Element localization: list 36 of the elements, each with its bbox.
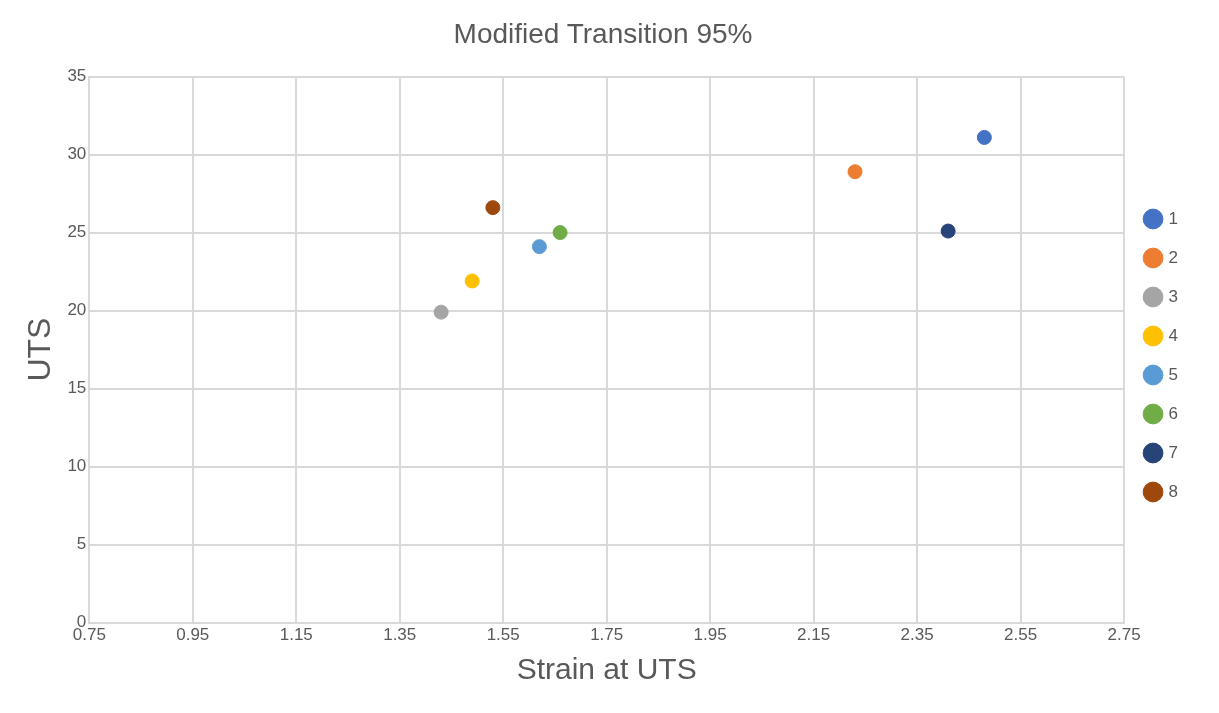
point <box>485 200 501 216</box>
legend-label: 6 <box>1168 403 1179 423</box>
legend-label: 7 <box>1168 442 1179 462</box>
legend-label: 1 <box>1168 208 1179 228</box>
legend-label: 2 <box>1168 247 1179 267</box>
legend-label: 5 <box>1168 364 1179 384</box>
legend-label: 8 <box>1168 481 1179 501</box>
y-tick-label: 30 <box>67 144 87 164</box>
y-tick-label: 20 <box>67 300 87 320</box>
x-tick-label: 1.35 <box>383 625 417 645</box>
point <box>847 164 863 180</box>
point <box>531 239 547 255</box>
point <box>433 304 449 320</box>
legend-label: 3 <box>1168 286 1179 306</box>
y-tick-label: 15 <box>67 378 87 398</box>
x-tick-label: 2.15 <box>797 625 831 645</box>
y-tick-label: 25 <box>67 222 87 242</box>
chart-title: Modified Transition 95% <box>453 17 753 49</box>
point <box>464 273 480 289</box>
x-tick-label: 1.15 <box>279 625 313 645</box>
x-tick-label: 2.75 <box>1107 625 1141 645</box>
x-tick-label: 1.95 <box>693 625 727 645</box>
x-tick-label: 0.95 <box>176 625 210 645</box>
x-tick-label: 2.35 <box>900 625 934 645</box>
y-tick-label: 5 <box>76 534 87 554</box>
y-tick-label: 35 <box>67 66 87 86</box>
x-tick-label: 1.55 <box>486 625 520 645</box>
legend-label: 4 <box>1168 325 1179 345</box>
point <box>552 225 568 241</box>
x-tick-label: 2.55 <box>1004 625 1038 645</box>
x-tick-label: 1.75 <box>590 625 624 645</box>
point <box>976 129 992 145</box>
point <box>940 223 956 239</box>
y-tick-label: 10 <box>67 456 87 476</box>
x-axis-title: Strain at UTS <box>516 652 697 686</box>
y-axis-title: UTS <box>21 317 58 382</box>
